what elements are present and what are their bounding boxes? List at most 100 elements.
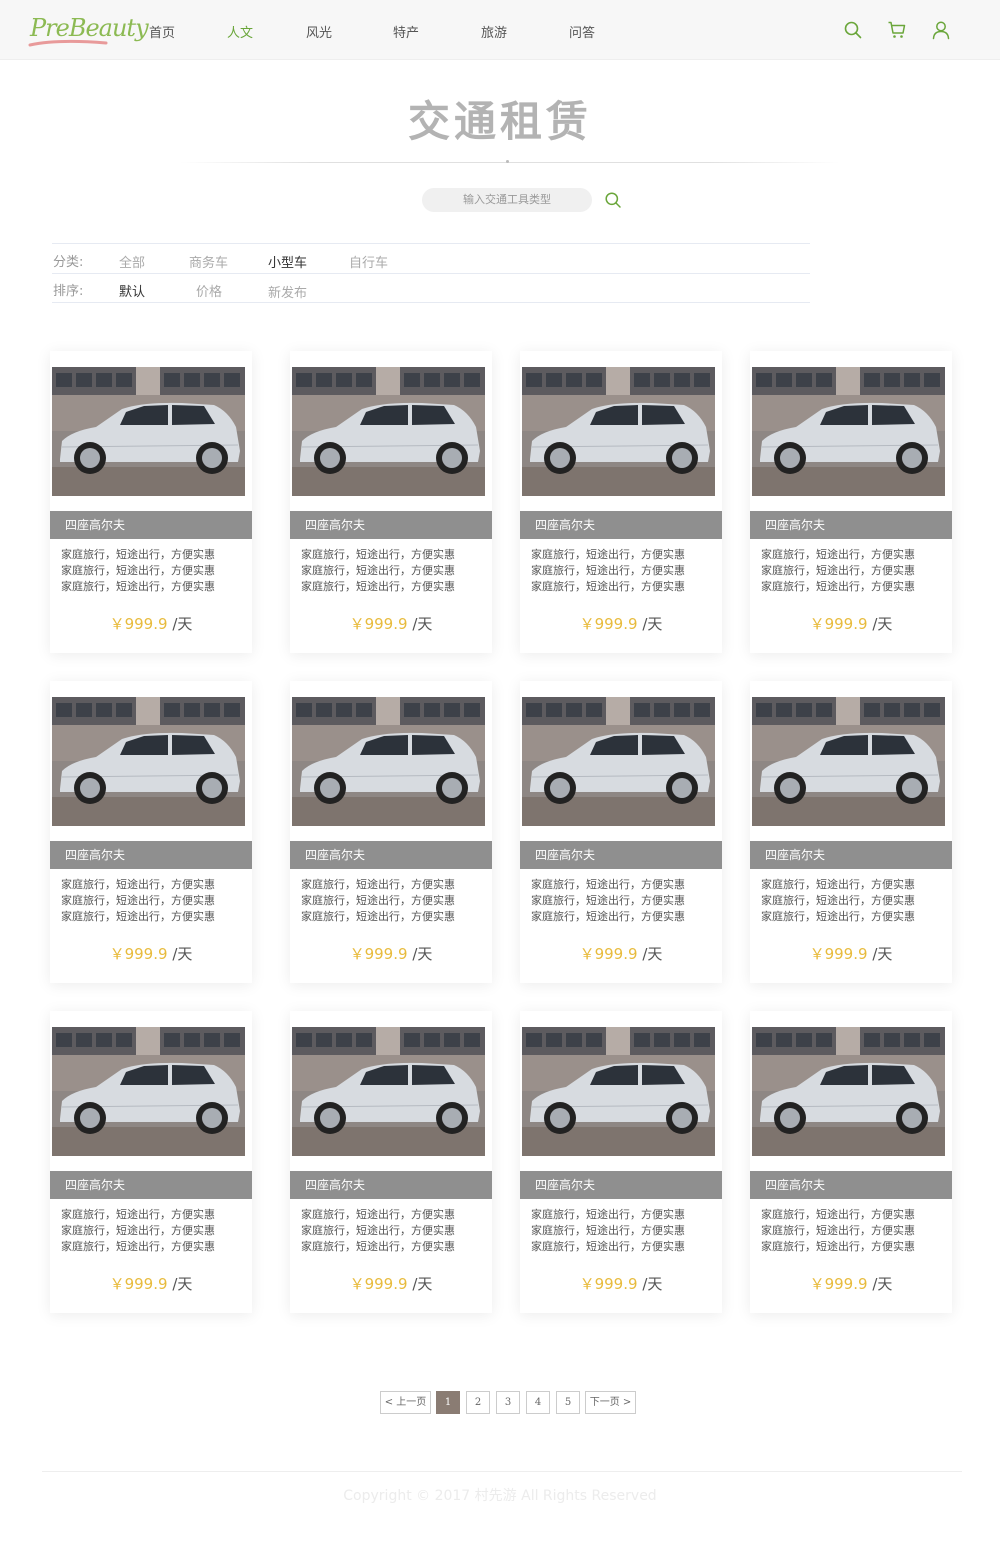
nav-item-scenery[interactable]: 风光 [306,26,333,41]
title-divider [180,162,840,163]
product-name[interactable]: 四座高尔夫 [750,511,952,539]
car-photo[interactable] [292,697,485,826]
description-line: 家庭旅行，短途出行，方便实惠 [531,548,685,561]
product-price: ￥999.9 /天 [750,1273,952,1294]
price-amount: ￥999.9 [109,615,168,633]
page-button-2[interactable]: 2 [466,1391,490,1414]
product-card[interactable]: 四座高尔夫 家庭旅行，短途出行，方便实惠 家庭旅行，短途出行，方便实惠 家庭旅行… [50,681,252,983]
product-card[interactable]: 四座高尔夫 家庭旅行，短途出行，方便实惠 家庭旅行，短途出行，方便实惠 家庭旅行… [290,351,492,653]
filter-divider-top [52,243,810,244]
price-unit: /天 [172,615,193,633]
product-description: 家庭旅行，短途出行，方便实惠 家庭旅行，短途出行，方便实惠 家庭旅行，短途出行，… [531,1207,716,1255]
product-card[interactable]: 四座高尔夫 家庭旅行，短途出行，方便实惠 家庭旅行，短途出行，方便实惠 家庭旅行… [290,1011,492,1313]
category-option-compact[interactable]: 小型车 [268,256,308,271]
price-unit: /天 [642,945,663,963]
category-option-all[interactable]: 全部 [119,256,146,271]
page-button-4[interactable]: 4 [526,1391,550,1414]
car-photo[interactable] [52,1027,245,1156]
product-name[interactable]: 四座高尔夫 [750,841,952,869]
product-card[interactable]: 四座高尔夫 家庭旅行，短途出行，方便实惠 家庭旅行，短途出行，方便实惠 家庭旅行… [520,1011,722,1313]
product-price: ￥999.9 /天 [290,943,492,964]
description-line: 家庭旅行，短途出行，方便实惠 [61,910,215,923]
product-description: 家庭旅行，短途出行，方便实惠 家庭旅行，短途出行，方便实惠 家庭旅行，短途出行，… [301,877,486,925]
sort-option-price[interactable]: 价格 [196,285,223,300]
site-header: PreBeauty 首页 人文 风光 特产 旅游 问答 [0,0,1000,60]
category-option-bicycle[interactable]: 自行车 [349,256,389,271]
sort-option-newest[interactable]: 新发布 [268,286,308,301]
description-line: 家庭旅行，短途出行，方便实惠 [761,910,915,923]
next-page-button[interactable]: 下一页 > [585,1391,636,1414]
product-price: ￥999.9 /天 [50,1273,252,1294]
car-photo[interactable] [522,1027,715,1156]
page-button-3[interactable]: 3 [496,1391,520,1414]
price-amount: ￥999.9 [579,945,638,963]
logo-swash-icon [28,39,108,47]
car-photo[interactable] [522,697,715,826]
price-amount: ￥999.9 [349,1275,408,1293]
page-button-1[interactable]: 1 [436,1391,460,1414]
page-button-5[interactable]: 5 [556,1391,580,1414]
nav-item-culture[interactable]: 人文 [227,26,254,41]
product-name[interactable]: 四座高尔夫 [520,841,722,869]
product-name[interactable]: 四座高尔夫 [50,1171,252,1199]
category-option-business[interactable]: 商务车 [189,256,229,271]
description-line: 家庭旅行，短途出行，方便实惠 [531,878,685,891]
user-icon[interactable] [931,20,951,40]
search-icon[interactable] [843,20,863,40]
product-name[interactable]: 四座高尔夫 [50,841,252,869]
price-unit: /天 [412,615,433,633]
description-line: 家庭旅行，短途出行，方便实惠 [761,564,915,577]
product-card[interactable]: 四座高尔夫 家庭旅行，短途出行，方便实惠 家庭旅行，短途出行，方便实惠 家庭旅行… [750,681,952,983]
product-name[interactable]: 四座高尔夫 [750,1171,952,1199]
search-input[interactable] [422,188,592,212]
search-button-icon[interactable] [604,191,622,209]
price-amount: ￥999.9 [349,945,408,963]
logo[interactable]: PreBeauty [28,12,149,52]
car-photo[interactable] [52,367,245,496]
price-unit: /天 [172,1275,193,1293]
car-photo[interactable] [52,697,245,826]
product-description: 家庭旅行，短途出行，方便实惠 家庭旅行，短途出行，方便实惠 家庭旅行，短途出行，… [531,547,716,595]
product-price: ￥999.9 /天 [50,613,252,634]
product-card[interactable]: 四座高尔夫 家庭旅行，短途出行，方便实惠 家庭旅行，短途出行，方便实惠 家庭旅行… [750,351,952,653]
sort-option-default[interactable]: 默认 [119,285,146,300]
product-price: ￥999.9 /天 [520,943,722,964]
nav-item-specialty[interactable]: 特产 [393,26,420,41]
nav-item-qa[interactable]: 问答 [569,26,596,41]
product-card[interactable]: 四座高尔夫 家庭旅行，短途出行，方便实惠 家庭旅行，短途出行，方便实惠 家庭旅行… [50,1011,252,1313]
product-name[interactable]: 四座高尔夫 [290,511,492,539]
description-line: 家庭旅行，短途出行，方便实惠 [61,580,215,593]
description-line: 家庭旅行，短途出行，方便实惠 [531,580,685,593]
description-line: 家庭旅行，短途出行，方便实惠 [61,564,215,577]
nav-item-home[interactable]: 首页 [149,26,176,41]
cart-icon[interactable] [887,20,907,40]
prev-page-button[interactable]: < 上一页 [380,1391,431,1414]
price-unit: /天 [872,1275,893,1293]
product-description: 家庭旅行，短途出行，方便实惠 家庭旅行，短途出行，方便实惠 家庭旅行，短途出行，… [61,1207,246,1255]
car-photo[interactable] [752,1027,945,1156]
product-name[interactable]: 四座高尔夫 [520,511,722,539]
product-card[interactable]: 四座高尔夫 家庭旅行，短途出行，方便实惠 家庭旅行，短途出行，方便实惠 家庭旅行… [750,1011,952,1313]
price-amount: ￥999.9 [809,945,868,963]
product-name[interactable]: 四座高尔夫 [290,1171,492,1199]
car-photo[interactable] [752,367,945,496]
car-photo[interactable] [752,697,945,826]
product-card[interactable]: 四座高尔夫 家庭旅行，短途出行，方便实惠 家庭旅行，短途出行，方便实惠 家庭旅行… [520,351,722,653]
product-card[interactable]: 四座高尔夫 家庭旅行，短途出行，方便实惠 家庭旅行，短途出行，方便实惠 家庭旅行… [290,681,492,983]
filter-divider-bottom [52,302,810,303]
product-name[interactable]: 四座高尔夫 [290,841,492,869]
product-price: ￥999.9 /天 [520,1273,722,1294]
description-line: 家庭旅行，短途出行，方便实惠 [761,894,915,907]
product-name[interactable]: 四座高尔夫 [520,1171,722,1199]
price-unit: /天 [172,945,193,963]
product-name[interactable]: 四座高尔夫 [50,511,252,539]
price-amount: ￥999.9 [579,615,638,633]
car-photo[interactable] [292,367,485,496]
product-card[interactable]: 四座高尔夫 家庭旅行，短途出行，方便实惠 家庭旅行，短途出行，方便实惠 家庭旅行… [520,681,722,983]
product-card[interactable]: 四座高尔夫 家庭旅行，短途出行，方便实惠 家庭旅行，短途出行，方便实惠 家庭旅行… [50,351,252,653]
car-photo[interactable] [522,367,715,496]
page-title: 交通租赁 [407,97,592,146]
nav-item-travel[interactable]: 旅游 [481,26,508,41]
description-line: 家庭旅行，短途出行，方便实惠 [531,1224,685,1237]
car-photo[interactable] [292,1027,485,1156]
